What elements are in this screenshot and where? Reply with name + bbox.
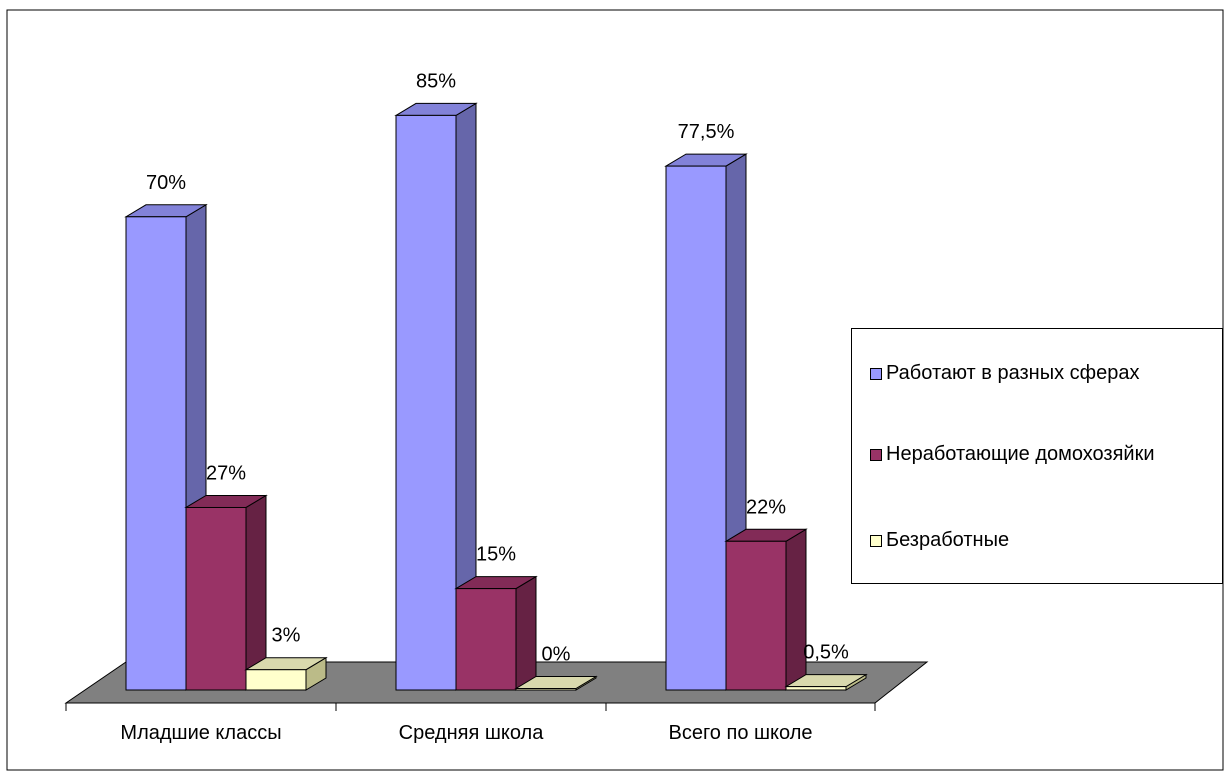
bar-side-1-1: [515, 575, 537, 691]
legend-label-working: Работают в разных сферах: [886, 362, 1140, 384]
legend-item-unemployed: Безработные: [870, 529, 1009, 552]
bar-0-1: [184, 494, 268, 691]
data-label-0-2: 3%: [272, 625, 301, 647]
bar-1-2: [514, 675, 598, 691]
bar-side-2-1: [785, 528, 807, 691]
x-tick-label-1: Средняя школа: [399, 722, 545, 744]
legend-swatch-working: [870, 367, 882, 380]
data-label-0-0: 70%: [146, 172, 186, 194]
bar-1-1: [454, 575, 538, 691]
bar-front-1-0: [395, 114, 457, 691]
bar-front-0-0: [125, 216, 187, 691]
data-label-2-1: 22%: [746, 496, 786, 518]
bar-front-2-2: [785, 686, 847, 691]
x-tick-label-0: Младшие классы: [120, 722, 281, 744]
x-tick-labels-layer: Младшие классы Средняя школа Всего по школ…: [120, 722, 812, 744]
bar-front-2-0: [665, 165, 727, 691]
data-label-1-2: 0%: [542, 644, 571, 666]
bar-2-1: [724, 528, 808, 691]
bar-front-0-2: [245, 669, 307, 691]
bar-2-2: [784, 673, 868, 691]
legend-swatch-unemployed: [870, 534, 882, 547]
bar-1-0: [394, 102, 478, 691]
x-tick-label-2: Всего по школе: [668, 722, 812, 744]
bar-front-1-2: [515, 688, 577, 691]
bar-front-0-1: [185, 506, 247, 691]
legend-item-housewives: Неработающие домохозяйки: [870, 443, 1155, 466]
data-labels-layer: 70% 27% 3% 85% 15% 0% 77,5% 22% 0,5%: [146, 70, 849, 665]
data-label-1-0: 85%: [416, 70, 456, 92]
bars-layer: [124, 102, 868, 691]
legend-label-housewives: Неработающие домохозяйки: [886, 443, 1155, 465]
data-label-2-0: 77,5%: [678, 121, 735, 143]
bar-front-2-1: [725, 540, 787, 691]
x-axis-ticks: [65, 703, 876, 711]
data-label-0-1: 27%: [206, 462, 246, 484]
bar-front-1-1: [455, 588, 517, 691]
legend-swatch-housewives: [870, 448, 882, 461]
bar-2-0: [664, 153, 748, 691]
legend-item-working: Работают в разных сферах: [870, 362, 1139, 385]
data-label-2-2: 0,5%: [803, 642, 849, 664]
legend-label-unemployed: Безработные: [886, 529, 1010, 551]
data-label-1-1: 15%: [476, 544, 516, 566]
legend: Работают в разных сферах Неработающие до…: [851, 328, 1223, 584]
bar-0-2: [244, 656, 328, 691]
